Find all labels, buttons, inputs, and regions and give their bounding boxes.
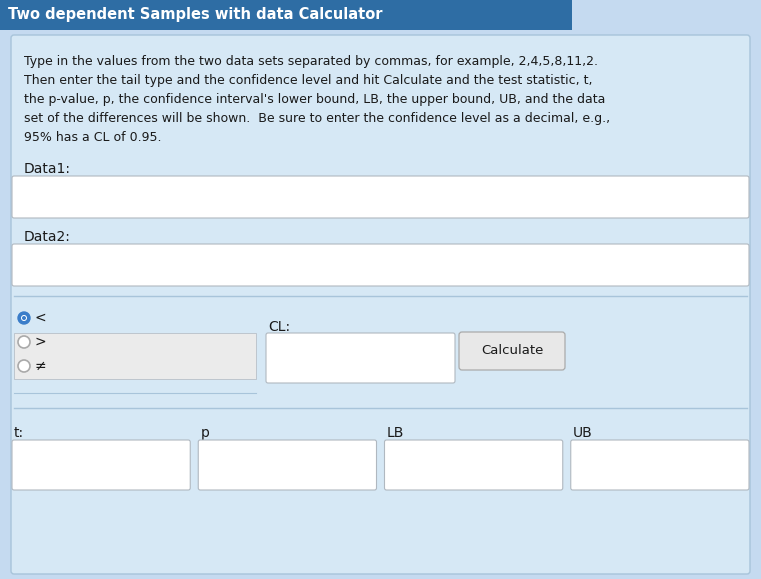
FancyBboxPatch shape [12, 176, 749, 218]
Text: Two dependent Samples with data Calculator: Two dependent Samples with data Calculat… [8, 8, 383, 23]
Text: >: > [35, 335, 46, 349]
Text: CL:: CL: [268, 320, 290, 334]
Text: Data1:: Data1: [24, 162, 71, 176]
Text: LB: LB [387, 426, 404, 440]
FancyBboxPatch shape [14, 333, 256, 379]
Text: Then enter the tail type and the confidence level and hit Calculate and the test: Then enter the tail type and the confide… [24, 74, 593, 87]
Circle shape [21, 315, 27, 321]
FancyBboxPatch shape [571, 440, 749, 490]
FancyBboxPatch shape [266, 333, 455, 383]
Circle shape [18, 336, 30, 348]
FancyBboxPatch shape [12, 244, 749, 286]
Text: set of the differences will be shown.  Be sure to enter the confidence level as : set of the differences will be shown. Be… [24, 112, 610, 125]
Text: Type in the values from the two data sets separated by commas, for example, 2,4,: Type in the values from the two data set… [24, 55, 598, 68]
FancyBboxPatch shape [11, 35, 750, 574]
FancyBboxPatch shape [12, 440, 190, 490]
Circle shape [18, 312, 30, 324]
Text: Calculate: Calculate [481, 345, 543, 357]
Text: t:: t: [14, 426, 24, 440]
Text: 95% has a CL of 0.95.: 95% has a CL of 0.95. [24, 131, 161, 144]
Text: ≠: ≠ [35, 359, 46, 373]
Text: the p-value, p, the confidence interval's lower bound, LB, the upper bound, UB, : the p-value, p, the confidence interval'… [24, 93, 605, 106]
Text: Data2:: Data2: [24, 230, 71, 244]
FancyBboxPatch shape [0, 0, 572, 30]
Text: p: p [200, 426, 209, 440]
Text: <: < [35, 311, 46, 325]
Text: UB: UB [573, 426, 593, 440]
Circle shape [22, 316, 26, 320]
FancyBboxPatch shape [384, 440, 562, 490]
FancyBboxPatch shape [199, 440, 377, 490]
Circle shape [18, 360, 30, 372]
FancyBboxPatch shape [459, 332, 565, 370]
